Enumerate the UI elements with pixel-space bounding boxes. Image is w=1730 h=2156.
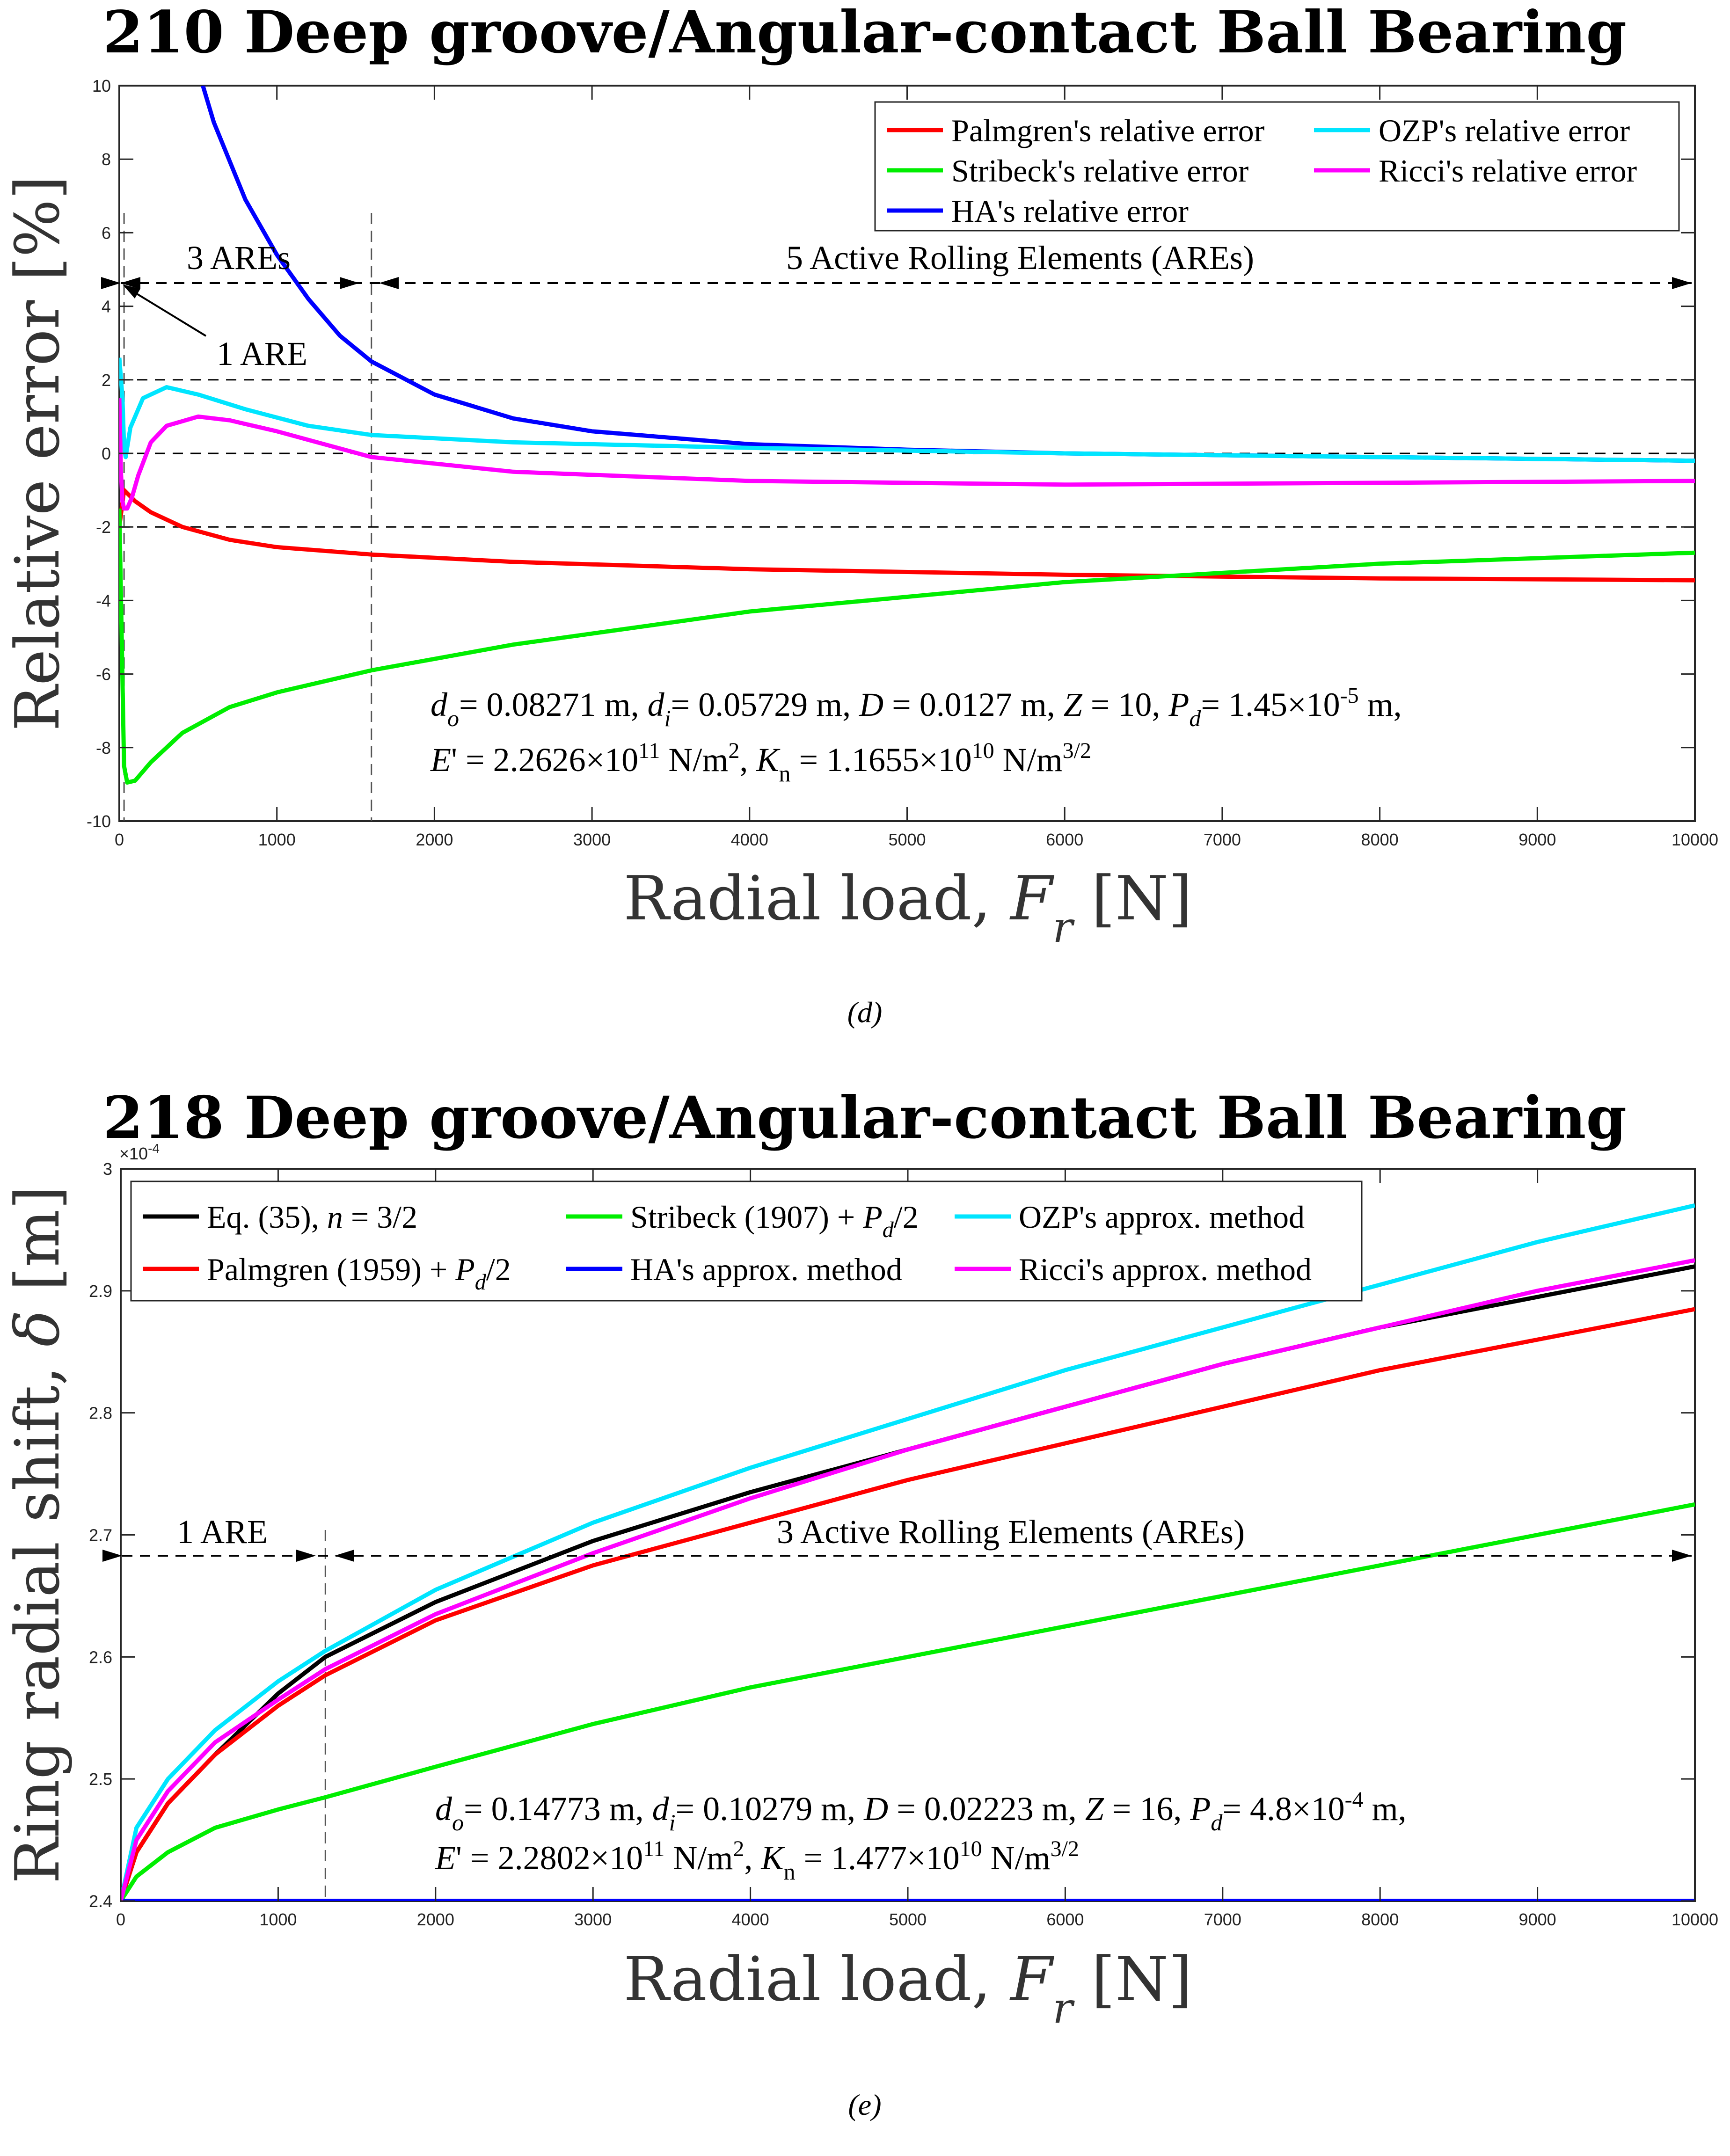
chart-e-y-axis-label: Ring radial shift, δ [m] (2, 1186, 73, 1884)
chart-d-y-tick-label: -4 (96, 591, 111, 610)
chart-e-x-tick-label: 8000 (1361, 1910, 1399, 1929)
chart-e-x-ticks: 0 1000 2000 3000 4000 5000 6000 7000 8000 9000 100… (116, 1169, 1718, 1929)
chart-e: 218 Deep groove/Angular-contact Ball Bea… (2, 1084, 1718, 2121)
chart-d-x-tick-label: 1000 (258, 830, 296, 849)
chart-e-legend-ozp: OZP's approx. method (1019, 1199, 1305, 1235)
chart-e-legend: Eq. (35), n = 3/2 Stribeck (1907) + Pd/2… (130, 1180, 1363, 1302)
chart-e-y-tick-label: 2.6 (89, 1647, 112, 1667)
chart-d-x-axis-label: Radial load, Fr [N] (623, 863, 1192, 952)
chart-d-region-1are-label: 1 ARE (217, 335, 307, 372)
chart-d-region-annotations: 3 AREs 5 Active Rolling Elements (AREs) … (101, 239, 1692, 372)
chart-d-y-tick-label: 0 (102, 444, 111, 463)
chart-e-legend-ricci: Ricci's approx. method (1019, 1252, 1312, 1287)
chart-d-series-palmgren-s-relative-error (119, 488, 1695, 583)
chart-d-params-line2: E' = 2.2626×1011 N/m2, Kn = 1.1655×1010 … (430, 738, 1091, 787)
chart-e-legend-eq35: Eq. (35), n = 3/2 (207, 1199, 417, 1235)
chart-d-x-tick-label: 3000 (573, 830, 611, 849)
chart-d-y-tick-label: -10 (87, 812, 111, 831)
chart-e-title: 218 Deep groove/Angular-contact Ball Bea… (103, 1084, 1627, 1152)
chart-e-x-tick-label: 4000 (732, 1910, 769, 1929)
chart-d-y-tick-label: 4 (102, 297, 111, 316)
chart-e-y-tick-label: 2.7 (89, 1526, 112, 1545)
chart-e-x-tick-label: 1000 (259, 1910, 297, 1929)
chart-e-region-annotations: 1 ARE 3 Active Rolling Elements (AREs) (102, 1513, 1692, 1562)
chart-d-y-ticks: -10 -8 -6 -4 -2 0 2 4 6 8 10 (87, 76, 1695, 831)
chart-d-y-tick-label: 8 (102, 150, 111, 169)
chart-d-x-ticks: 0 1000 2000 3000 4000 5000 6000 7000 8000 9000 100… (115, 86, 1718, 849)
chart-e-y-tick-label: 2.8 (89, 1404, 112, 1423)
chart-e-region-3ares-label: 3 Active Rolling Elements (AREs) (777, 1513, 1245, 1551)
chart-d-caption: (d) (847, 996, 883, 1029)
chart-e-x-tick-label: 10000 (1672, 1910, 1718, 1929)
chart-e-caption: (e) (848, 2088, 881, 2121)
chart-d-params-line1: do= 0.08271 m, di= 0.05729 m, D = 0.0127… (431, 683, 1402, 731)
chart-d-y-tick-label: -2 (96, 517, 111, 537)
chart-e-y-tick-label: 2.4 (89, 1892, 112, 1911)
chart-e-x-tick-label: 5000 (889, 1910, 927, 1929)
chart-d-x-tick-label: 5000 (888, 830, 926, 849)
chart-d-legend: Palmgren's relative error OZP's relative… (874, 101, 1680, 232)
chart-d-x-tick-label: 2000 (416, 830, 453, 849)
chart-d-x-tick-label: 4000 (731, 830, 768, 849)
chart-e-x-tick-label: 0 (116, 1910, 125, 1929)
chart-e-params-line2: E' = 2.2802×1011 N/m2, Kn = 1.477×1010 N… (435, 1836, 1079, 1885)
chart-e-x-tick-label: 3000 (574, 1910, 612, 1929)
chart-e-x-tick-label: 7000 (1204, 1910, 1241, 1929)
chart-e-series-stribeck-1907-p-d-2 (121, 1502, 1695, 1901)
chart-d-series-ozp-s-relative-error (119, 357, 1695, 463)
chart-e-region-1are-label: 1 ARE (177, 1513, 268, 1551)
chart-d-x-tick-label: 7000 (1204, 830, 1241, 849)
chart-e-y-scale-factor: ×10-4 (119, 1141, 160, 1163)
chart-e-legend-ha: HA's approx. method (630, 1252, 902, 1287)
chart-e-x-tick-label: 2000 (417, 1910, 454, 1929)
chart-d-y-tick-label: 2 (102, 371, 111, 390)
chart-d-x-tick-label: 8000 (1361, 830, 1399, 849)
chart-e-x-tick-label: 9000 (1519, 1910, 1556, 1929)
chart-e-y-tick-label: 3 (103, 1159, 112, 1179)
chart-d-legend-ozp: OZP's relative error (1379, 113, 1630, 148)
chart-d-legend-ricci: Ricci's relative error (1379, 153, 1637, 189)
chart-d-series-stribeck-s-relative-error (119, 508, 1695, 785)
chart-d-y-axis-label: Relative error [%] (2, 175, 73, 731)
chart-d-y-tick-label: 10 (92, 76, 111, 95)
chart-d-y-tick-label: -8 (96, 738, 111, 758)
chart-e-y-ticks: 2.4 2.5 2.6 2.7 2.8 2.9 3 (89, 1159, 1695, 1911)
chart-d-y-tick-label: 6 (102, 223, 111, 242)
chart-d-y-tick-label: -6 (96, 665, 111, 684)
chart-e-params-line1: do= 0.14773 m, di= 0.10279 m, D = 0.0222… (435, 1787, 1407, 1836)
chart-d-series (119, 86, 1695, 785)
chart-d-legend-ha: HA's relative error (951, 193, 1189, 229)
chart-d-x-tick-label: 9000 (1518, 830, 1556, 849)
chart-e-series-ricci-s-approx-method (121, 1258, 1695, 1901)
chart-d-region-5ares-label: 5 Active Rolling Elements (AREs) (786, 239, 1254, 277)
chart-d-x-tick-label: 10000 (1672, 830, 1718, 849)
chart-d-x-tick-label: 6000 (1046, 830, 1083, 849)
chart-d-legend-palmgren: Palmgren's relative error (951, 113, 1265, 148)
chart-d-legend-stribeck: Stribeck's relative error (951, 153, 1249, 189)
chart-d-x-tick-label: 0 (115, 830, 124, 849)
chart-e-x-axis-label: Radial load, Fr [N] (623, 1944, 1192, 2033)
chart-d: 210 Deep groove/Angular-contact Ball Bea… (2, 0, 1718, 1029)
chart-d-series-ricci-s-relative-error (119, 398, 1695, 511)
chart-e-series-palmgren-1959-p-d-2 (121, 1307, 1695, 1901)
chart-d-title: 210 Deep groove/Angular-contact Ball Bea… (103, 0, 1627, 66)
chart-e-y-tick-label: 2.5 (89, 1770, 112, 1789)
chart-e-x-tick-label: 6000 (1046, 1910, 1084, 1929)
chart-e-y-tick-label: 2.9 (89, 1282, 112, 1301)
chart-d-region-3ares-label: 3 AREs (187, 239, 291, 277)
